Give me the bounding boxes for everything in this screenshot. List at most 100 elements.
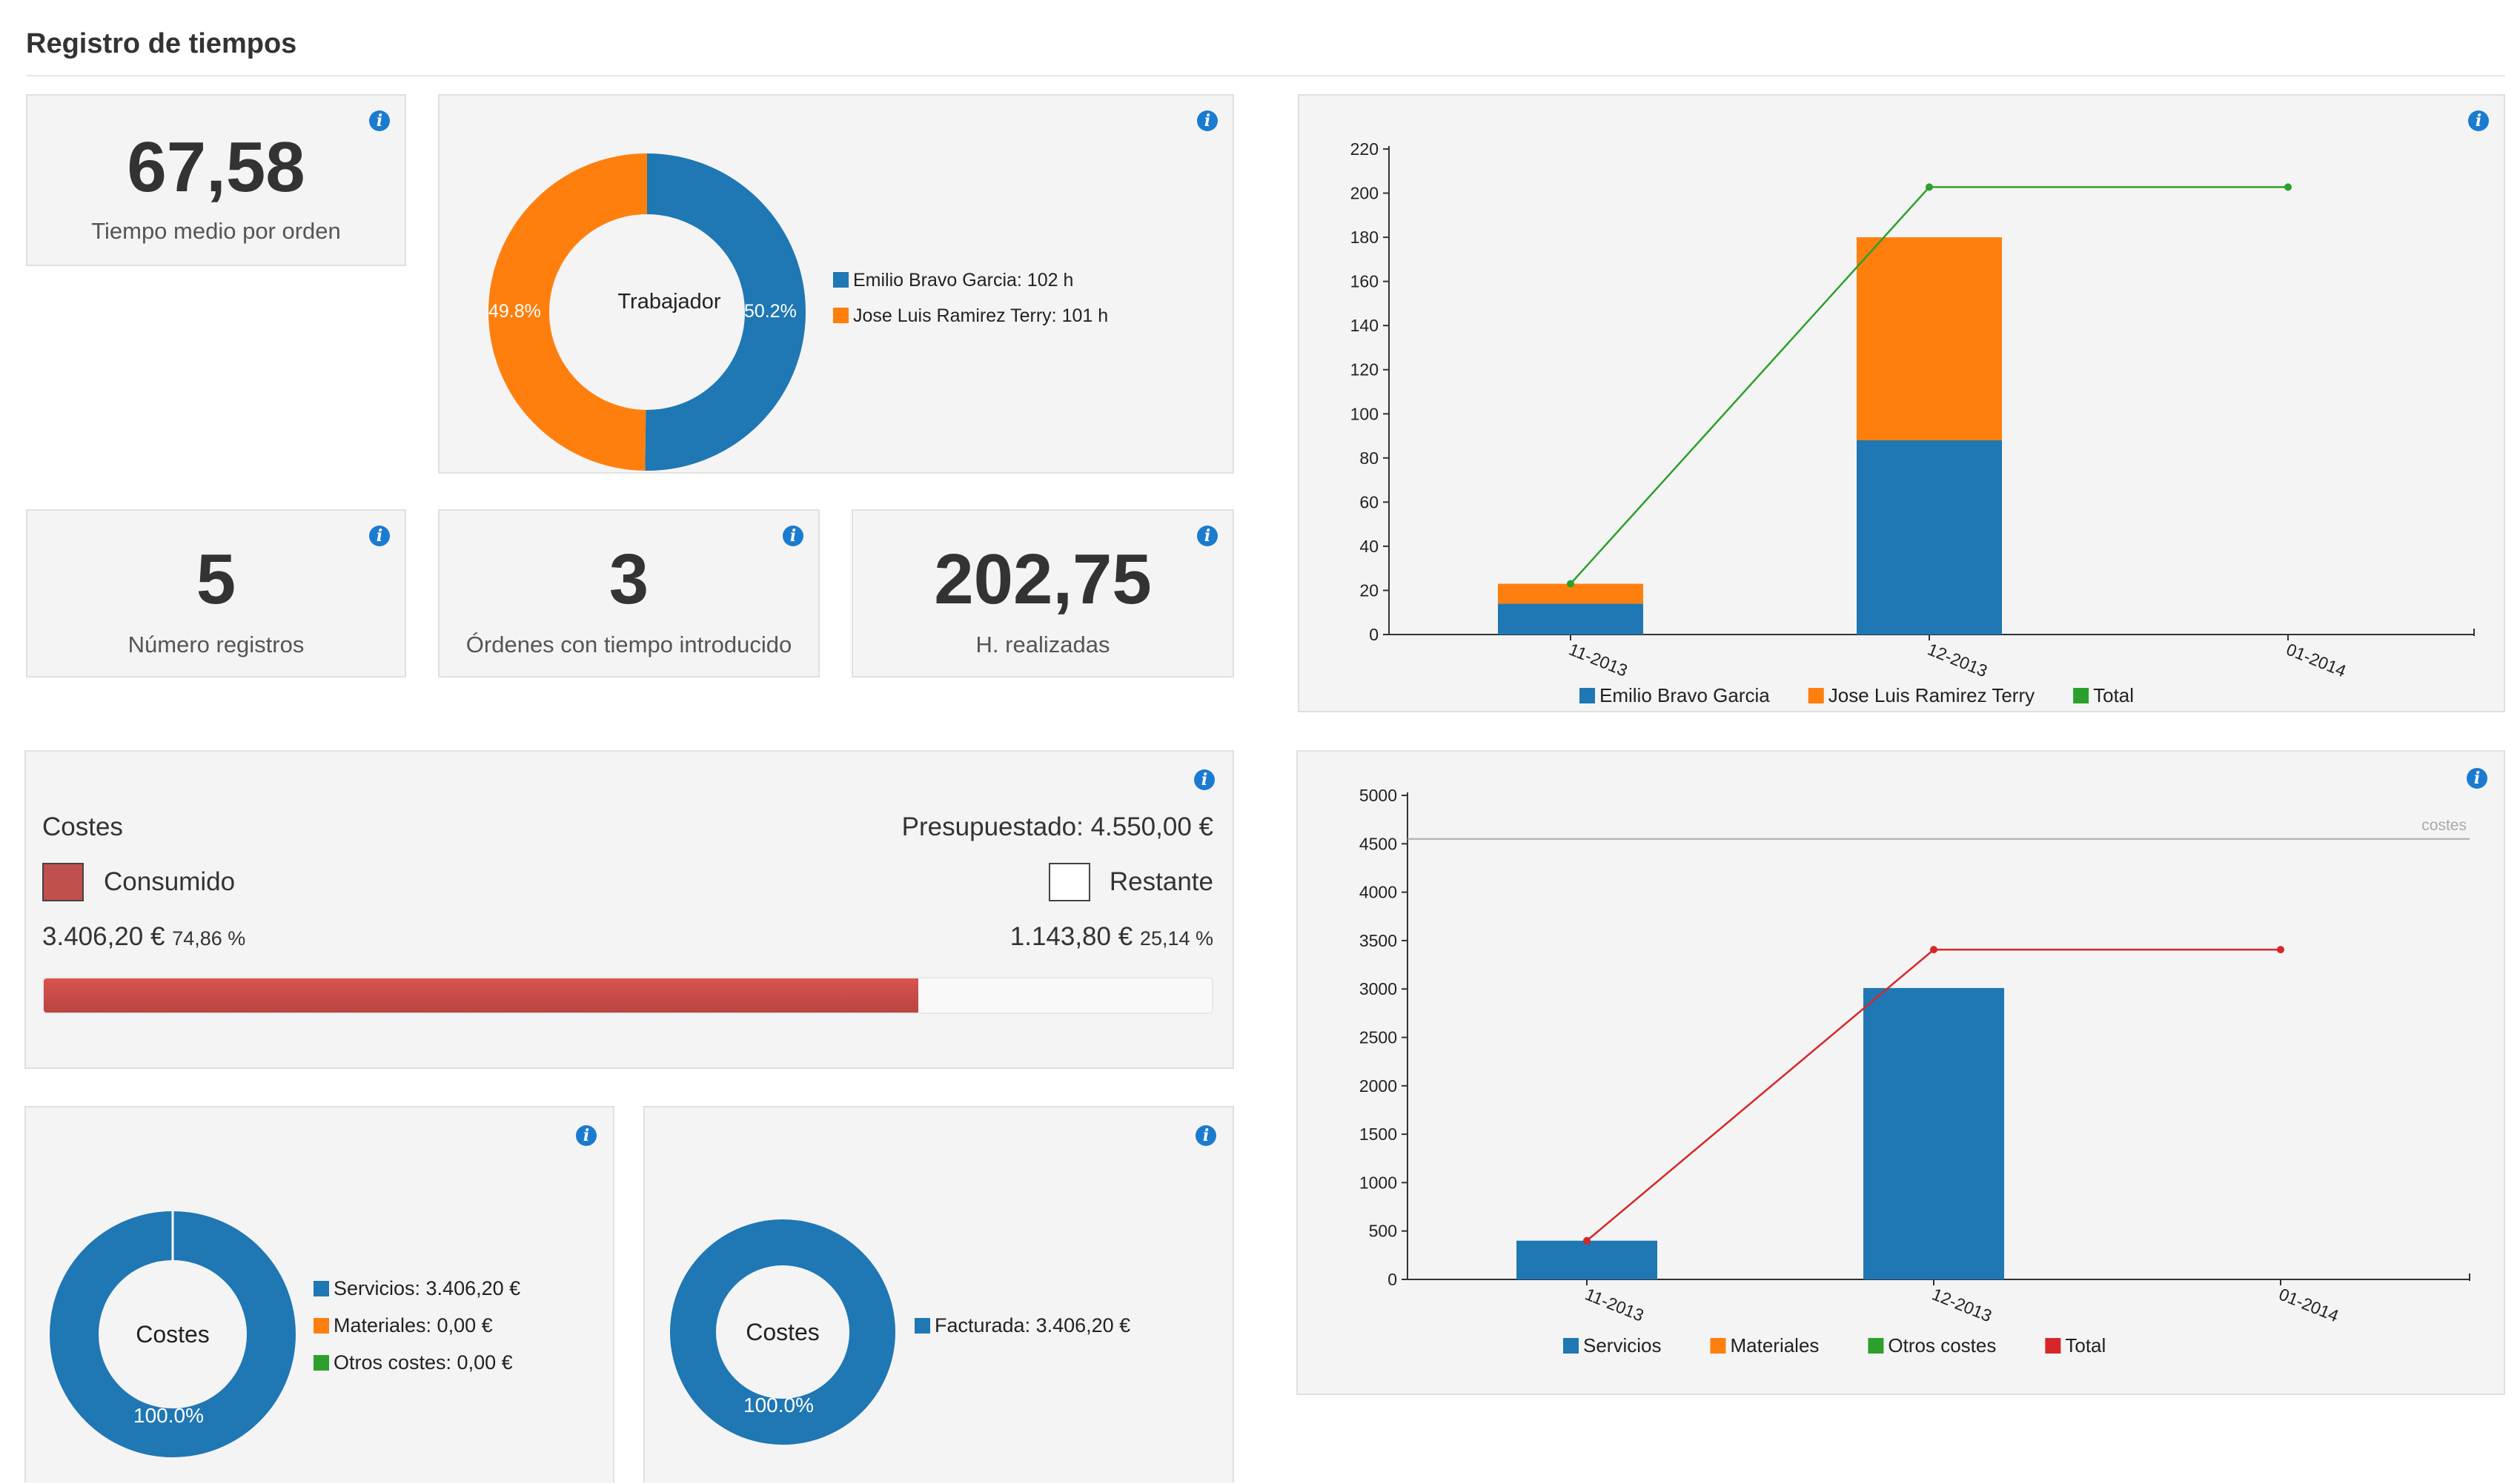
y-tick-label: 3000 (1359, 979, 1397, 998)
hours-chart-panel: i 0 20 40 60 80 100 120 140 160 180 200 220 11-2013 1… (1298, 94, 2505, 712)
remaining-swatch (1049, 863, 1090, 901)
info-icon[interactable]: i (1197, 110, 1218, 131)
donut-slice-1 (488, 153, 648, 471)
legend-item-emilio: Emilio Bravo Garcia: 102 h (833, 270, 1073, 291)
kpi-orders-label: Órdenes con tiempo introducido (465, 632, 792, 657)
page-title: Registro de tiempos (26, 28, 297, 59)
bar-1-1 (1857, 237, 2002, 440)
legend-label: Emilio Bravo Garcia: 102 h (853, 270, 1074, 291)
total-point (2284, 183, 2292, 191)
kpi-hours-value: 202,75 (934, 540, 1152, 619)
info-icon[interactable]: i (1196, 1125, 1216, 1146)
worker-donut-chart (488, 153, 806, 471)
consumed-swatch (42, 863, 84, 901)
y-tick-label: 1500 (1359, 1124, 1397, 1144)
legend-swatch (314, 1318, 329, 1334)
y-tick-label: 140 (1350, 316, 1379, 335)
worker-slice-pct-emilio: 50.2% (744, 301, 797, 322)
worker-donut-panel: i Trabajador 50.2% 49.8% Emilio Bravo Ga… (438, 94, 1234, 474)
costs-title: Costes (42, 812, 123, 841)
info-icon[interactable]: i (1194, 769, 1215, 790)
cost-type-donut-chart (50, 1211, 296, 1457)
legend-label: Jose Luis Ramirez Terry: 101 h (853, 305, 1109, 326)
info-icon[interactable]: i (369, 110, 390, 131)
bar-0-1 (1863, 987, 2004, 1279)
billing-donut-center-label: Costes (746, 1319, 820, 1345)
costs-by-month-chart: 0 500 1000 1500 2000 2500 3000 3500 4000 4500 5000… (1359, 786, 2470, 1357)
y-tick-label: 200 (1350, 184, 1379, 203)
legend-swatch (1579, 688, 1595, 703)
remaining-label: Restante (1109, 867, 1213, 896)
legend-swatch (1808, 688, 1824, 703)
x-tick-label: 12-2013 (1929, 1285, 1995, 1326)
legend-label: Total (2093, 684, 2134, 706)
y-tick-label: 4500 (1359, 834, 1397, 853)
cost-type-donut-center-label: Costes (136, 1321, 210, 1348)
info-icon[interactable]: i (576, 1125, 597, 1146)
legend-item-facturada: Facturada: 3.406,20 € (915, 1314, 1130, 1337)
title-divider (26, 75, 2505, 76)
legend-item-jose: Jose Luis Ramirez Terry: 101 h (833, 305, 1108, 327)
costs-progress-track (42, 977, 1213, 1014)
total-point (1567, 580, 1574, 588)
costs-panel: i Costes Presupuestado: 4.550,00 € Consu… (24, 750, 1234, 1069)
legend-swatch (2073, 688, 2089, 703)
cost-type-donut-pct: 100.0% (133, 1404, 204, 1427)
reference-line-label: costes (2421, 817, 2467, 834)
consumed-label: Consumido (104, 867, 236, 896)
y-tick-label: 500 (1369, 1222, 1397, 1241)
y-tick-label: 120 (1350, 360, 1379, 380)
legend-item-otros: Otros costes: 0,00 € (314, 1351, 513, 1374)
legend-item-materiales: Materiales: 0,00 € (314, 1314, 493, 1337)
kpi-num-records-label: Número registros (127, 632, 305, 657)
total-point (1930, 946, 1937, 954)
info-icon[interactable]: i (783, 526, 803, 546)
x-tick-label: 11-2013 (1582, 1285, 1646, 1325)
remaining-amount-row: 1.143,80 € 25,14 % (1010, 922, 1213, 952)
legend-swatch (915, 1318, 930, 1334)
remaining-pct: 25,14 % (1139, 927, 1213, 950)
legend-swatch (833, 272, 849, 288)
legend-swatch (1563, 1338, 1579, 1354)
kpi-num-records-panel: i 5 Número registros (26, 509, 406, 678)
legend-label: Materiales (1730, 1334, 1819, 1357)
total-point (1583, 1236, 1591, 1245)
info-icon[interactable]: i (369, 526, 390, 546)
info-icon[interactable]: i (2467, 768, 2487, 789)
y-tick-label: 180 (1350, 228, 1379, 247)
kpi-avg-time-panel: i 67,58 Tiempo medio por orden (26, 94, 406, 266)
bar-0-0 (1516, 1240, 1657, 1279)
y-tick-label: 0 (1387, 1270, 1397, 1289)
y-tick-label: 80 (1359, 448, 1379, 468)
legend-label: Emilio Bravo Garcia (1599, 684, 1770, 706)
legend-label: Otros costes (1888, 1334, 1996, 1357)
y-tick-label: 160 (1350, 272, 1379, 291)
costs-chart-panel: i 0 500 1000 1500 2000 2500 3000 3500 4000 4500 50… (1296, 750, 2505, 1395)
kpi-orders-panel: i 3 Órdenes con tiempo introducido (438, 509, 820, 678)
billing-donut-ring (670, 1219, 895, 1445)
legend-swatch (314, 1355, 329, 1371)
legend-label: Servicios: 3.406,20 € (334, 1277, 521, 1299)
legend-swatch (1710, 1338, 1726, 1354)
total-point (1926, 183, 1933, 191)
legend-swatch (2045, 1338, 2061, 1354)
y-tick-label: 2500 (1359, 1028, 1397, 1047)
y-tick-label: 1000 (1359, 1173, 1397, 1192)
kpi-avg-time-label: Tiempo medio por orden (91, 218, 341, 244)
legend-label: Otros costes: 0,00 € (334, 1351, 513, 1374)
y-tick-label: 4000 (1359, 883, 1397, 902)
billing-donut-chart (670, 1219, 895, 1445)
y-tick-label: 60 (1359, 492, 1379, 511)
info-icon[interactable]: i (2468, 110, 2489, 131)
consumed-amount: 3.406,20 € (42, 922, 165, 951)
legend-label: Materiales: 0,00 € (334, 1314, 493, 1336)
y-tick-label: 0 (1369, 625, 1379, 644)
consumed-pct: 74,86 % (172, 927, 246, 950)
legend-label: Servicios (1583, 1334, 1661, 1357)
bar-0-1 (1857, 440, 2002, 635)
cost-type-donut-panel: i Costes 100.0% Servicios: 3.406,20 € Ma… (24, 1106, 614, 1483)
kpi-orders-value: 3 (609, 540, 649, 619)
legend-swatch (833, 308, 849, 323)
consumed-amount-row: 3.406,20 € 74,86 % (42, 922, 245, 952)
info-icon[interactable]: i (1197, 526, 1218, 546)
